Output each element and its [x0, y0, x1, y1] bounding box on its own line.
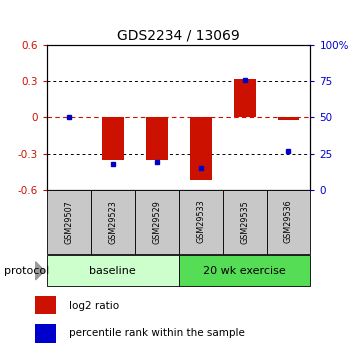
Bar — [190, 117, 212, 180]
Text: GSM29535: GSM29535 — [240, 200, 249, 244]
FancyBboxPatch shape — [47, 255, 179, 286]
Text: GSM29533: GSM29533 — [196, 200, 205, 244]
FancyBboxPatch shape — [179, 255, 310, 286]
Text: GSM29529: GSM29529 — [152, 200, 161, 244]
Text: percentile rank within the sample: percentile rank within the sample — [69, 328, 245, 338]
Bar — [278, 117, 300, 120]
Text: GSM29523: GSM29523 — [108, 200, 117, 244]
Text: GSM29507: GSM29507 — [64, 200, 73, 244]
Bar — [35, 296, 56, 314]
Bar — [146, 117, 168, 159]
FancyBboxPatch shape — [47, 190, 91, 254]
Title: GDS2234 / 13069: GDS2234 / 13069 — [117, 28, 240, 42]
FancyBboxPatch shape — [223, 190, 266, 254]
FancyBboxPatch shape — [179, 190, 223, 254]
Bar — [35, 324, 56, 343]
FancyBboxPatch shape — [266, 190, 310, 254]
Bar — [102, 117, 124, 159]
Text: log2 ratio: log2 ratio — [69, 300, 119, 310]
Text: 20 wk exercise: 20 wk exercise — [203, 266, 286, 276]
FancyBboxPatch shape — [91, 190, 135, 254]
Text: baseline: baseline — [90, 266, 136, 276]
FancyBboxPatch shape — [135, 190, 179, 254]
Bar — [234, 79, 256, 117]
Text: protocol: protocol — [4, 266, 49, 276]
Polygon shape — [35, 262, 45, 280]
Text: GSM29536: GSM29536 — [284, 200, 293, 244]
